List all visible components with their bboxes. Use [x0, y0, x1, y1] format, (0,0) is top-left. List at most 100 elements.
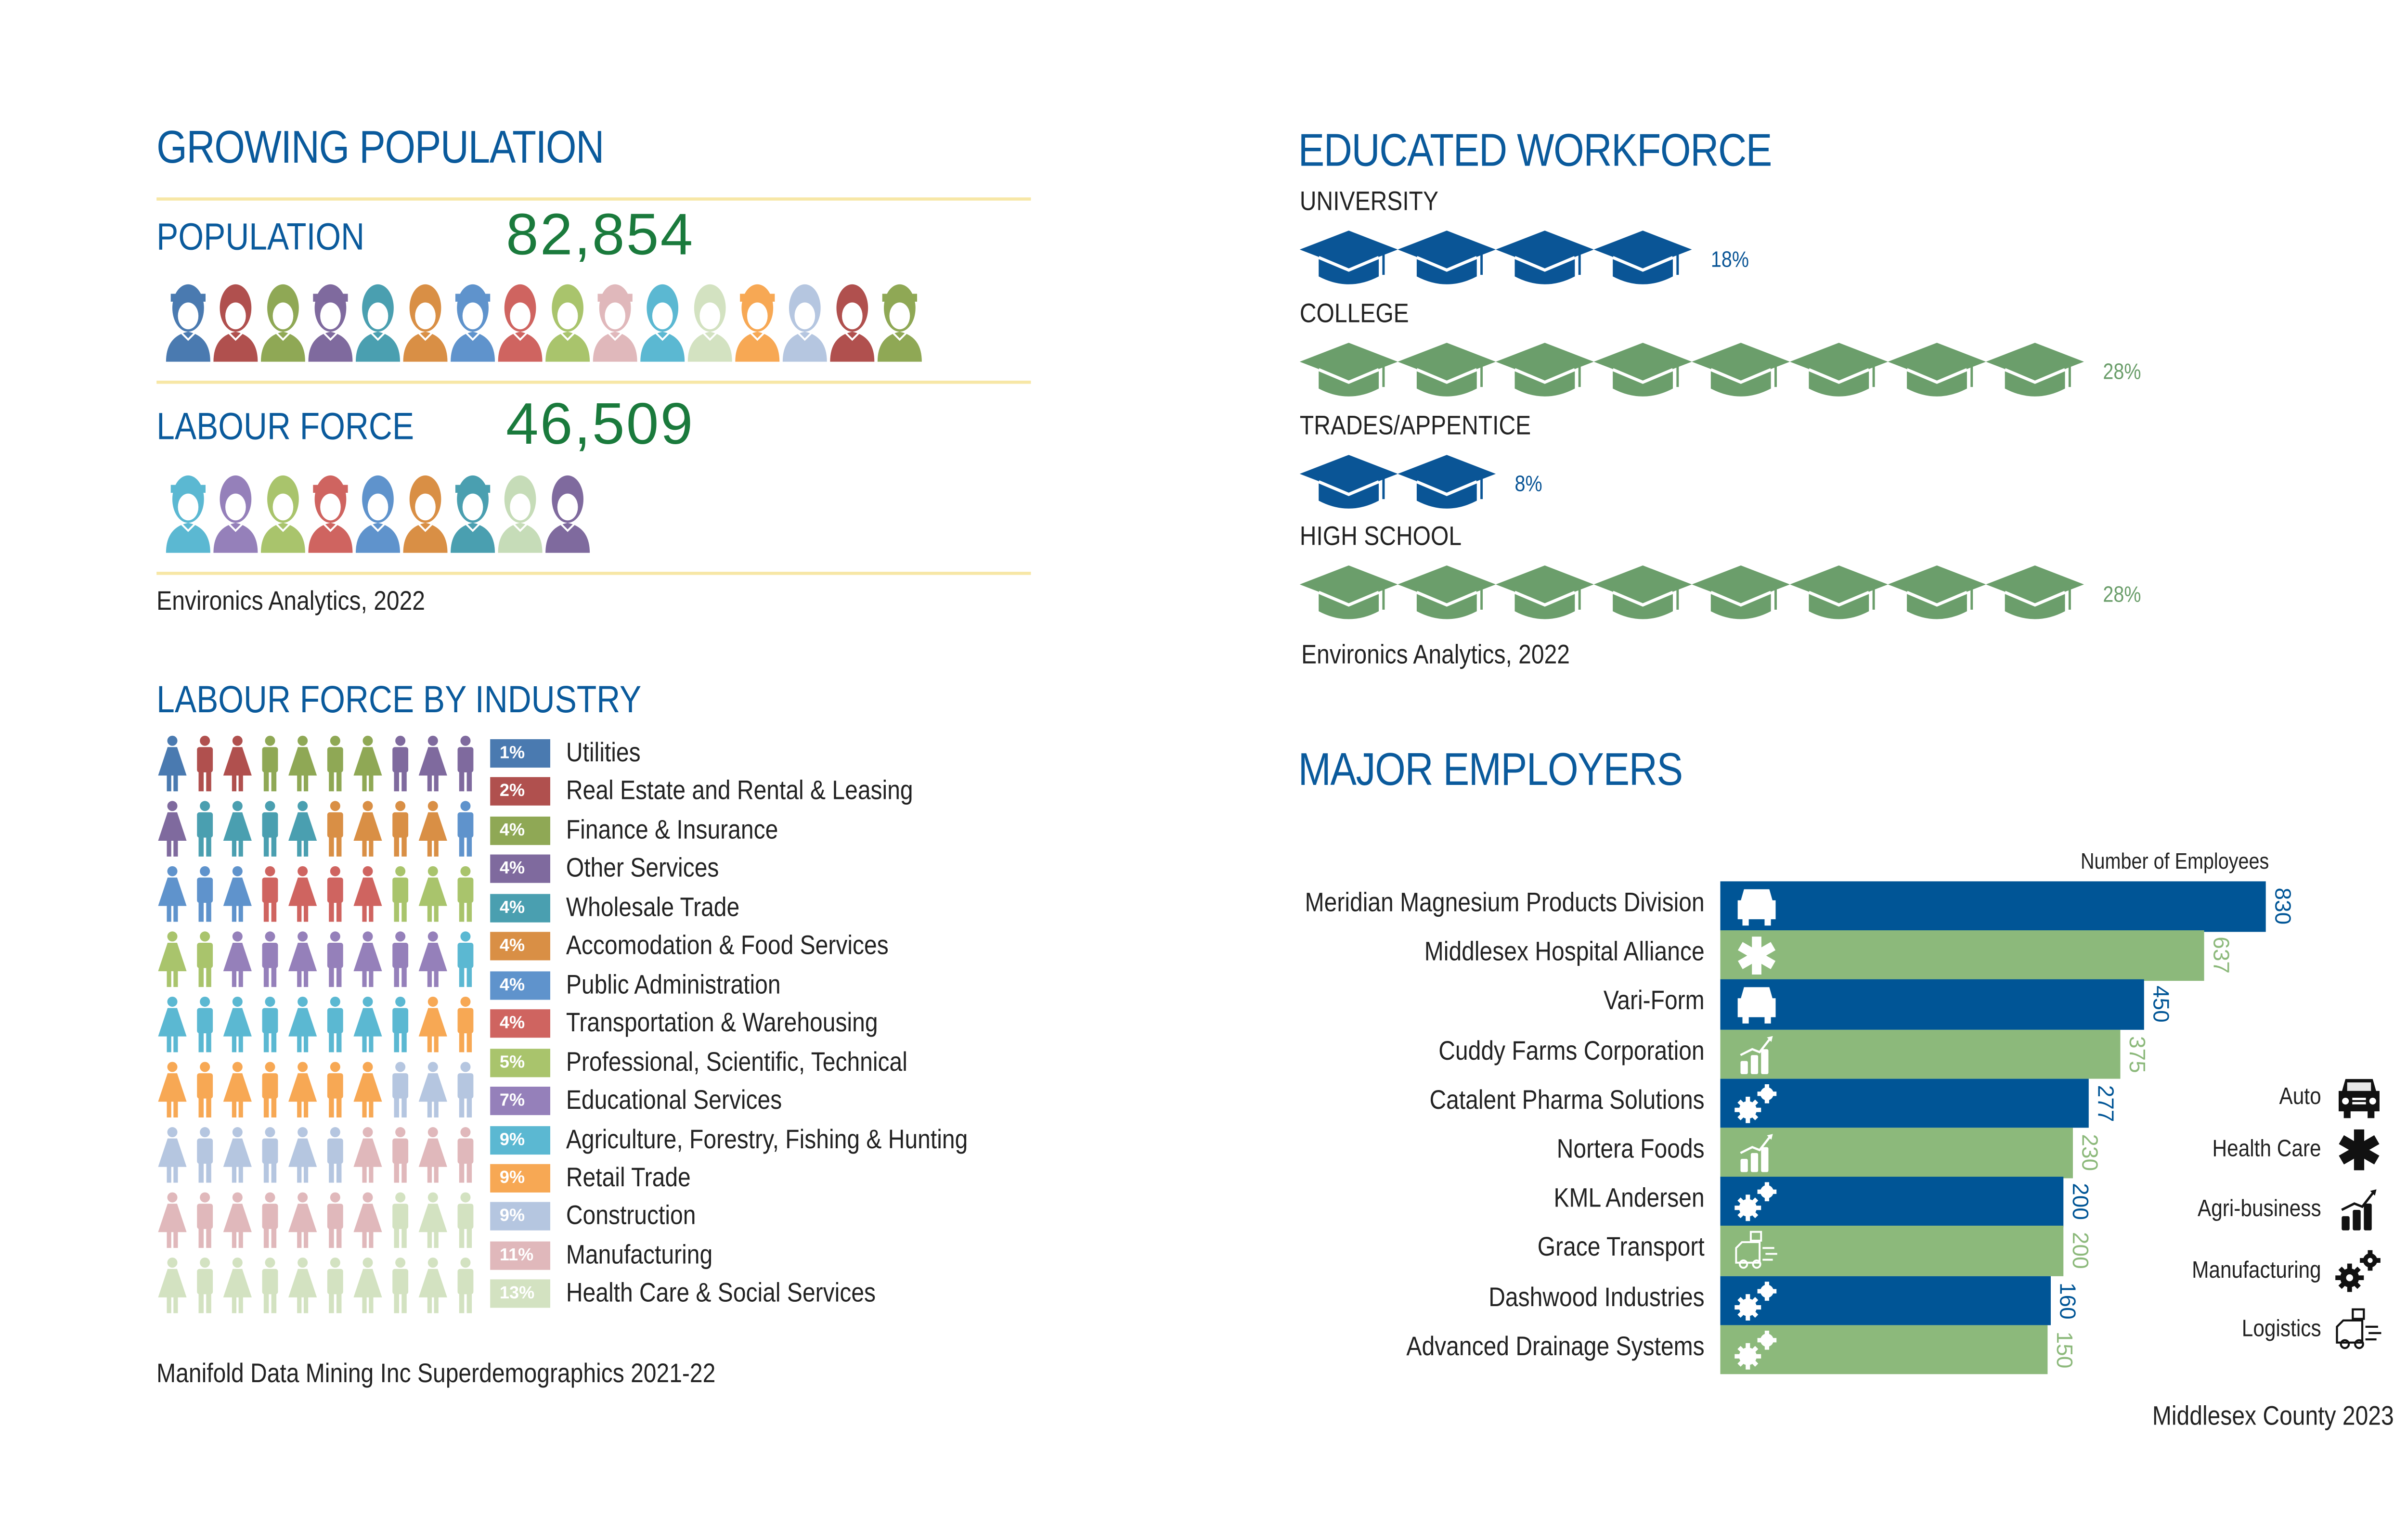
woman-figure-icon — [418, 996, 447, 1052]
person-bust-icon — [260, 475, 305, 553]
graduation-cap-icon — [1593, 231, 1692, 284]
man-figure-icon — [327, 1062, 343, 1118]
man-figure-icon — [457, 1192, 474, 1248]
sector-legend: Auto Health Care Agri-business Manufacturin… — [1992, 1074, 2407, 1359]
industry-percent-badge: 4% — [490, 816, 551, 845]
man-figure-icon — [327, 1258, 343, 1313]
graduation-cap-icon — [1299, 343, 1398, 397]
graduation-cap-icon — [1398, 343, 1496, 397]
person-bust-icon — [260, 284, 305, 362]
car-icon — [2330, 1076, 2387, 1120]
industry-label: Manufacturing — [566, 1239, 713, 1270]
person-bust-icon — [166, 475, 210, 553]
woman-figure-icon — [353, 801, 382, 857]
labour-force-value: 46,509 — [506, 391, 695, 457]
man-figure-icon — [262, 996, 278, 1052]
employee-count-label: 637 — [2209, 937, 2234, 974]
education-cap-row: 18% — [1299, 231, 1755, 287]
person-bust-icon — [830, 284, 875, 362]
major-employers-title: MAJOR EMPLOYERS — [1298, 745, 1683, 796]
employer-bar — [1720, 1029, 2120, 1079]
person-bust-icon — [877, 284, 922, 362]
graduation-cap-icon — [1496, 231, 1594, 284]
person-bust-icon — [308, 475, 353, 553]
industry-legend-item: 9% Retail Trade — [490, 1162, 711, 1194]
woman-figure-icon — [223, 1258, 252, 1313]
person-bust-icon — [735, 284, 780, 362]
industry-percent-badge: 2% — [490, 778, 551, 807]
woman-figure-icon — [288, 801, 317, 857]
person-bust-icon — [451, 475, 495, 553]
man-figure-icon — [197, 1127, 213, 1183]
employee-count-label: 830 — [2270, 887, 2296, 925]
man-figure-icon — [197, 735, 213, 792]
man-figure-icon — [262, 866, 278, 922]
industry-percent-badge: 4% — [490, 971, 551, 1000]
woman-figure-icon — [223, 931, 252, 987]
gears-icon — [1727, 1182, 1787, 1223]
man-figure-icon — [392, 1258, 409, 1313]
graduation-cap-icon — [1299, 231, 1398, 284]
industry-percent-badge: 5% — [490, 1048, 551, 1077]
woman-figure-icon — [288, 866, 317, 922]
industry-legend: 1% Utilities 2% Real Estate and Rental & Le… — [490, 738, 1012, 1310]
man-figure-icon — [327, 931, 343, 987]
gears-icon — [2330, 1249, 2387, 1294]
education-cap-row: 8% — [1299, 455, 1547, 512]
woman-figure-icon — [158, 1192, 187, 1248]
education-source: Environics Analytics, 2022 — [1301, 640, 1570, 670]
man-figure-icon — [392, 931, 409, 987]
man-figure-icon — [392, 866, 409, 922]
woman-figure-icon — [418, 1258, 447, 1313]
man-figure-icon — [457, 996, 474, 1052]
educated-workforce-title: EDUCATED WORKFORCE — [1298, 126, 1773, 177]
woman-figure-icon — [158, 1127, 187, 1183]
man-figure-icon — [392, 735, 409, 792]
graduation-cap-icon — [1398, 455, 1496, 509]
person-bust-icon — [782, 284, 827, 362]
woman-figure-icon — [353, 735, 382, 792]
industry-label: Finance & Insurance — [566, 815, 778, 845]
person-bust-icon — [451, 284, 495, 362]
car-icon — [1727, 985, 1787, 1026]
industry-percent-badge: 11% — [490, 1241, 551, 1270]
woman-figure-icon — [223, 1192, 252, 1248]
woman-figure-icon — [158, 931, 187, 987]
industry-legend-item: 4% Accomodation & Food Services — [490, 931, 941, 962]
industry-source: Manifold Data Mining Inc Superdemographi… — [156, 1358, 716, 1388]
industry-label: Educational Services — [566, 1085, 782, 1116]
person-bust-icon — [687, 284, 732, 362]
education-percent: 8% — [1514, 471, 1542, 496]
industry-percent-badge: 9% — [490, 1164, 551, 1193]
graduation-cap-icon — [1888, 343, 1986, 397]
employer-name: KML Andersen — [1553, 1183, 1705, 1214]
graduation-cap-icon — [1692, 343, 1790, 397]
population-source: Environics Analytics, 2022 — [156, 586, 426, 616]
woman-figure-icon — [353, 996, 382, 1052]
man-figure-icon — [197, 801, 213, 857]
man-figure-icon — [262, 931, 278, 987]
industry-percent-badge: 9% — [490, 1202, 551, 1231]
graduation-cap-icon — [1593, 565, 1692, 619]
woman-figure-icon — [418, 931, 447, 987]
employer-name: Advanced Drainage Systems — [1406, 1331, 1705, 1361]
woman-figure-icon — [223, 996, 252, 1052]
employer-name: Meridian Magnesium Products Division — [1305, 887, 1705, 918]
employer-bar — [1720, 881, 2266, 931]
person-bust-icon — [403, 284, 448, 362]
education-level-label: COLLEGE — [1299, 298, 1409, 329]
man-figure-icon — [262, 735, 278, 792]
employee-count-label: 450 — [2148, 986, 2174, 1023]
education-cap-row: 28% — [1299, 343, 2148, 399]
divider — [156, 197, 1031, 201]
woman-figure-icon — [353, 1192, 382, 1248]
graduation-cap-icon — [1986, 343, 2084, 397]
graduation-cap-icon — [1398, 565, 1496, 619]
man-figure-icon — [392, 1192, 409, 1248]
industry-percent-badge: 4% — [490, 1009, 551, 1038]
woman-figure-icon — [418, 735, 447, 792]
employee-count-label: 375 — [2124, 1035, 2150, 1073]
woman-figure-icon — [158, 735, 187, 792]
industry-legend-item: 13% Health Care & Social Services — [490, 1278, 926, 1310]
